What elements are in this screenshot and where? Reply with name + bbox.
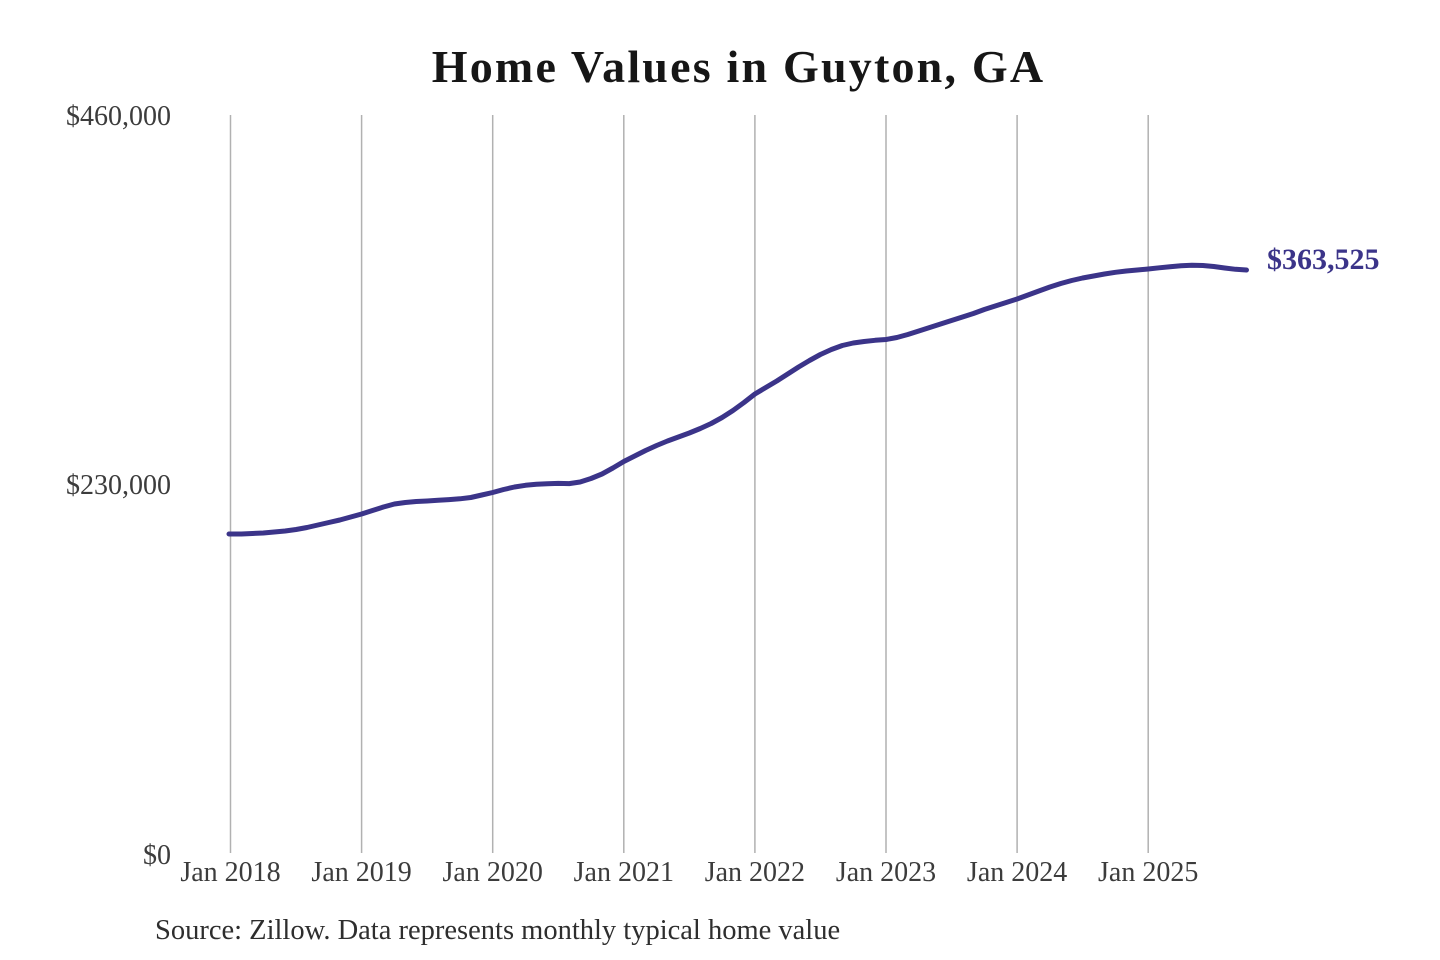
svg-text:$0: $0 (143, 840, 171, 871)
svg-text:Jan 2023: Jan 2023 (836, 857, 936, 888)
svg-text:Jan 2020: Jan 2020 (443, 857, 543, 888)
svg-text:Home Values in Guyton, GA: Home Values in Guyton, GA (432, 41, 1046, 92)
svg-text:$363,525: $363,525 (1267, 243, 1380, 276)
svg-text:Jan 2024: Jan 2024 (967, 857, 1067, 888)
svg-text:$460,000: $460,000 (66, 101, 171, 132)
svg-text:Jan 2022: Jan 2022 (705, 857, 805, 888)
svg-text:$230,000: $230,000 (66, 470, 171, 501)
svg-text:Jan 2019: Jan 2019 (311, 857, 411, 888)
svg-text:Jan 2018: Jan 2018 (180, 857, 280, 888)
svg-text:Source: Zillow. Data represent: Source: Zillow. Data represents monthly … (155, 915, 840, 946)
svg-text:Jan 2021: Jan 2021 (574, 857, 674, 888)
svg-text:Jan 2025: Jan 2025 (1098, 857, 1198, 888)
